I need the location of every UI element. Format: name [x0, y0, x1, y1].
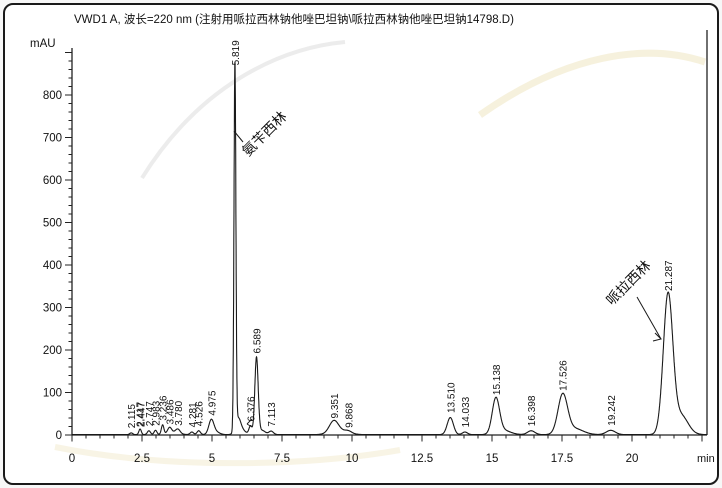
peak-label: 3.486	[166, 399, 177, 424]
x-tick-label: 15	[486, 453, 499, 465]
y-tick-label: 300	[43, 303, 62, 315]
x-tick-label: 2.5	[134, 453, 150, 465]
peak-labels: 2.1152.4172.4472.7472.9833.2363.4863.780…	[127, 40, 675, 428]
y-tick-label: 100	[43, 388, 62, 400]
trace-path	[72, 62, 707, 436]
peak-label: 16.398	[527, 395, 538, 426]
y-tick-label: 800	[43, 90, 62, 102]
peak-label: 14.033	[461, 396, 472, 427]
peak-leader-mark	[246, 418, 253, 428]
peak-label: 3.780	[174, 400, 185, 425]
peak-label: 2.747	[145, 401, 156, 426]
compound-annotation: 哌拉西林	[603, 257, 654, 308]
x-tick-label: 7.5	[274, 453, 290, 465]
axes: 0 100 200 300 400 500 600 700 800 mAU 0 2.5 5 7.5 10 12…	[30, 30, 715, 465]
annotation-pointer-line	[233, 130, 244, 143]
peak-label: 2.417	[136, 402, 147, 427]
peak-label: 15.138	[492, 364, 503, 395]
compound-annotation: 氨苄西林	[239, 108, 290, 159]
peak-label: 2.115	[127, 404, 138, 429]
x-tick-label: 12.5	[411, 453, 433, 465]
peak-label: 9.868	[344, 402, 355, 427]
annotation-pointer-line	[636, 296, 662, 340]
x-tick-label: 10	[346, 453, 359, 465]
y-tick-label: 700	[43, 133, 62, 145]
y-tick-label: 600	[43, 175, 62, 187]
watermark-stroke	[140, 40, 346, 180]
watermark	[54, 40, 707, 467]
peak-label: 4.975	[207, 390, 218, 415]
chromatogram-trace	[72, 62, 707, 436]
peak-label: 21.287	[664, 260, 675, 291]
peak-label: 5.819	[231, 40, 242, 65]
peak-label: 2.447	[137, 402, 148, 427]
watermark-stroke	[54, 444, 401, 467]
x-tick-label: 5	[209, 453, 215, 465]
peak-label: 9.351	[330, 393, 341, 418]
peak-label: 13.510	[446, 382, 457, 413]
x-axis-unit: min	[697, 453, 715, 465]
x-tick-label: 17.5	[551, 453, 573, 465]
x-tick-label: 20	[626, 453, 639, 465]
peak-label: 17.526	[559, 360, 570, 391]
peak-label: 4.281	[188, 402, 199, 427]
annotation-arrowhead	[652, 332, 662, 342]
chromatogram-frame	[3, 3, 719, 485]
peak-label: 4.526	[195, 401, 206, 426]
y-tick-label: 500	[43, 218, 62, 230]
y-tick-label: 200	[43, 345, 62, 357]
chart-title: VWD1 A, 波长=220 nm (注射用哌拉西林钠他唑巴坦钠\哌拉西林钠他唑…	[74, 14, 514, 26]
peak-label: 6.589	[253, 328, 264, 353]
peak-label: 7.113	[267, 402, 278, 427]
peak-label: 2.983	[152, 400, 163, 425]
peak-label: 6.376	[247, 396, 258, 421]
watermark-stroke	[477, 49, 707, 118]
x-tick-label: 0	[69, 453, 75, 465]
peak-label: 3.236	[159, 395, 170, 420]
peak-label: 19.242	[607, 395, 618, 426]
y-tick-label: 0	[56, 430, 62, 442]
y-axis-unit: mAU	[30, 38, 56, 50]
y-tick-label: 400	[43, 260, 62, 272]
